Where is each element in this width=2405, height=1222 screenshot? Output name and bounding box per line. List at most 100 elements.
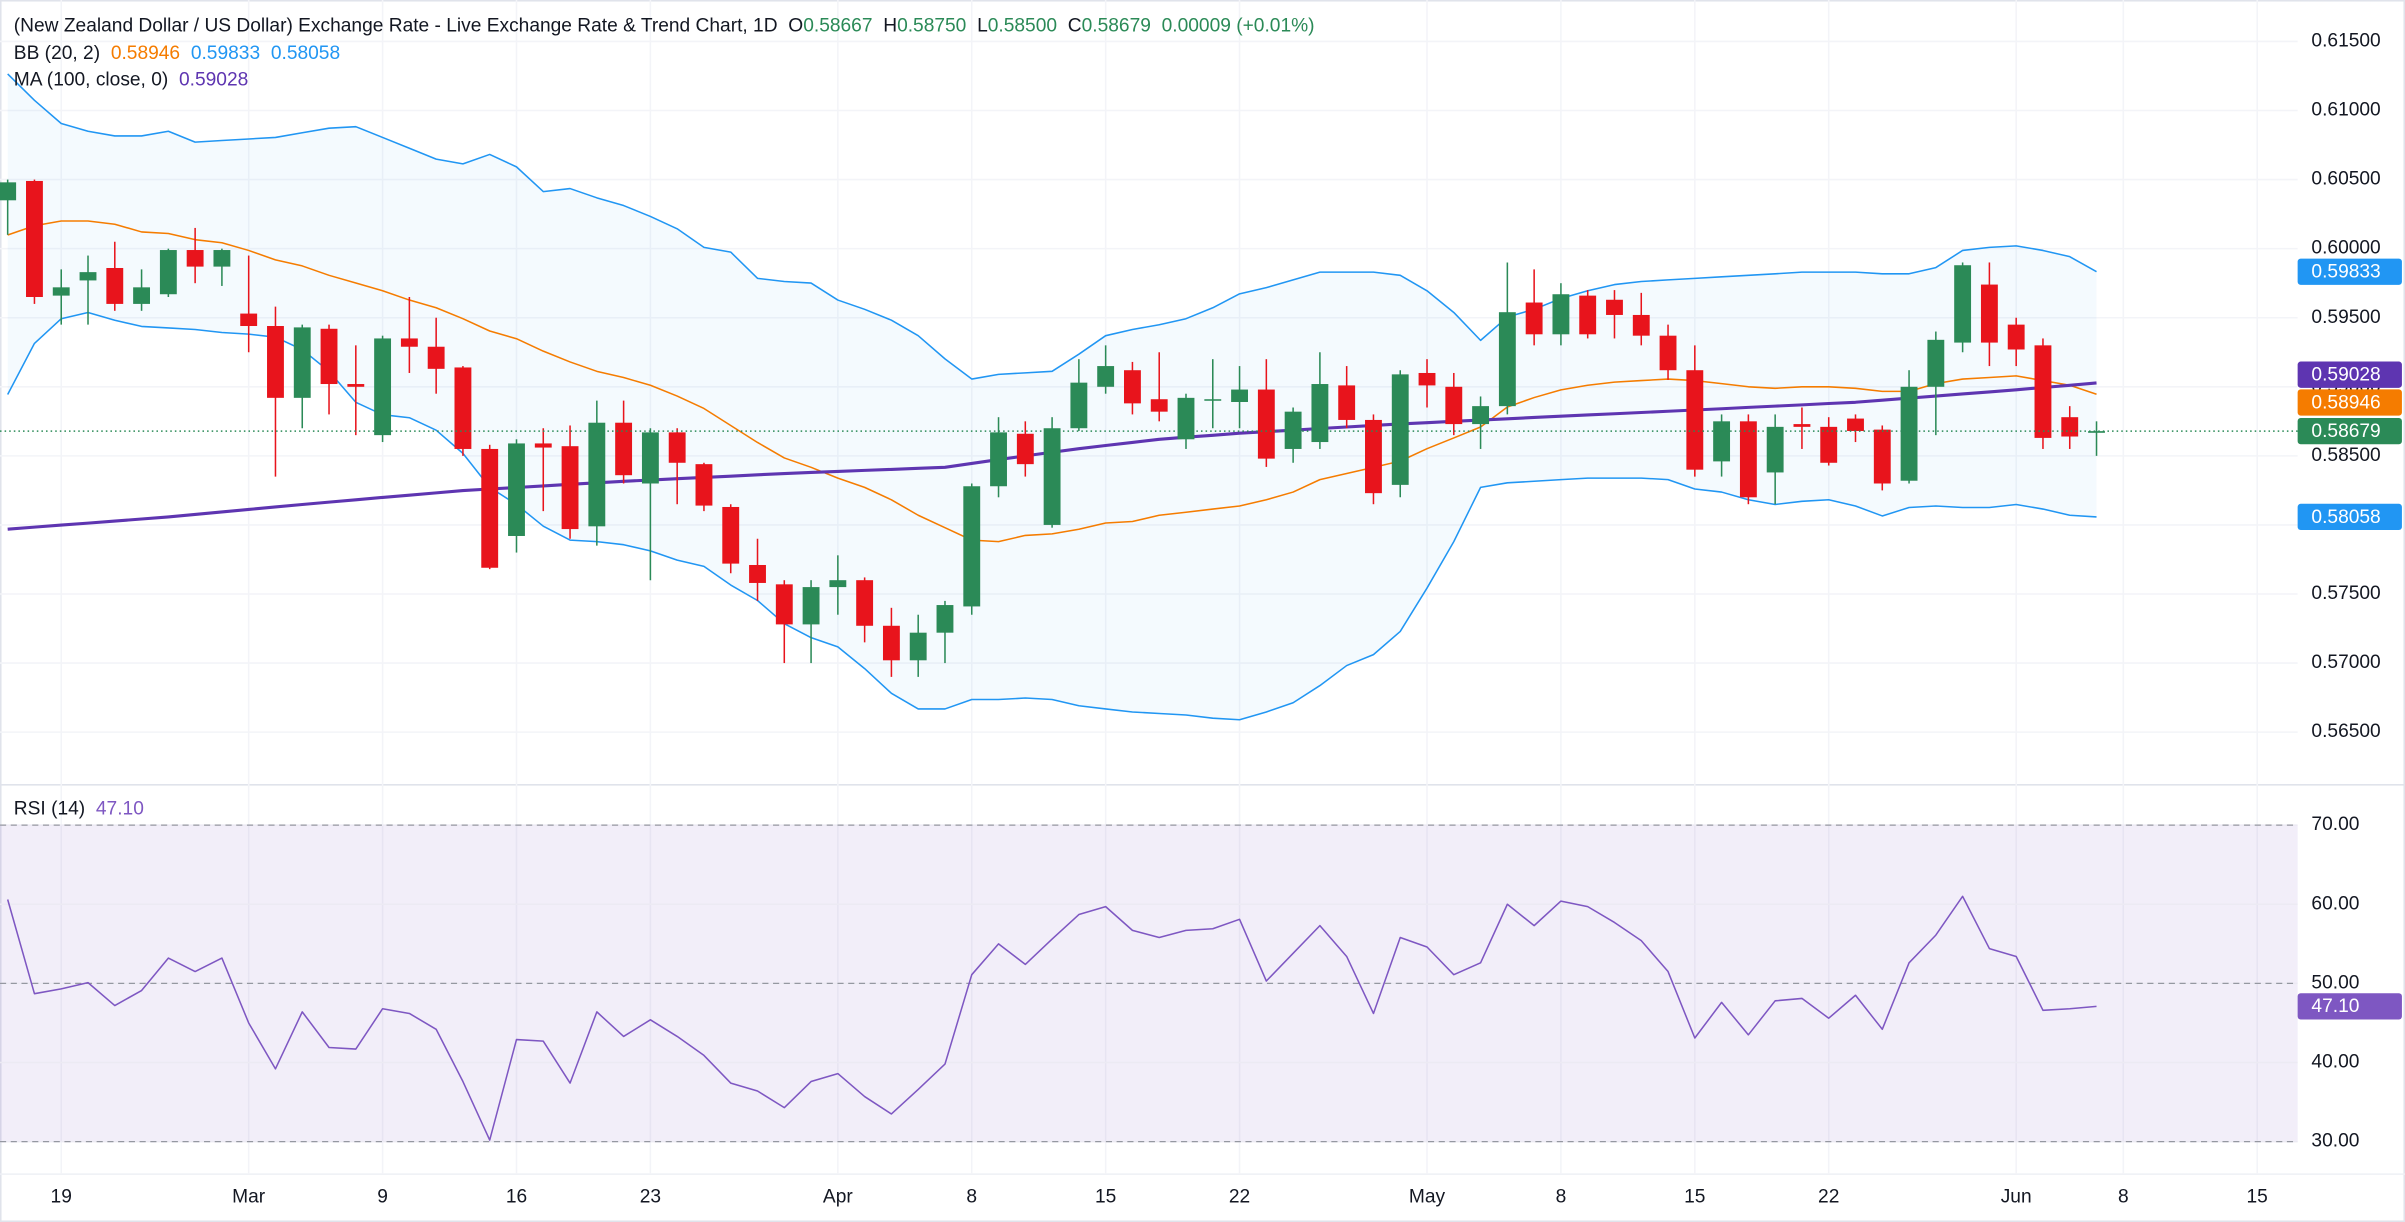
rsi-badge bbox=[2297, 993, 2402, 1020]
y-tick-label: 0.61000 bbox=[2311, 100, 2380, 121]
candle-body bbox=[695, 464, 713, 506]
candle-body bbox=[1873, 429, 1891, 484]
candle-body bbox=[267, 326, 284, 398]
candle-body bbox=[990, 432, 1007, 487]
candle-body bbox=[1552, 294, 1570, 335]
candle-body bbox=[1338, 385, 1356, 420]
candle-body bbox=[1686, 370, 1704, 470]
candle-body bbox=[1070, 382, 1088, 429]
candle-body bbox=[400, 338, 418, 347]
bb-value: 0.58946 bbox=[111, 43, 180, 64]
price-badge-label: 0.59028 bbox=[2311, 364, 2380, 385]
rsi-line bbox=[6, 895, 2097, 1141]
rsi-tick-label: 30.00 bbox=[2311, 1131, 2359, 1152]
candle-body bbox=[1927, 339, 1945, 387]
candle-body bbox=[1820, 426, 1838, 463]
candle-body bbox=[1016, 433, 1034, 465]
candle-body bbox=[240, 313, 258, 327]
y-tick-label: 0.60500 bbox=[2311, 169, 2380, 190]
x-tick-label: 15 bbox=[1684, 1186, 1705, 1207]
candle-body bbox=[52, 287, 70, 296]
y-tick-label: 0.58500 bbox=[2311, 445, 2380, 466]
rsi-tick-label: 70.00 bbox=[2311, 814, 2359, 835]
bb-legend: BB (20, 2) 0.58946 0.59833 0.58058 bbox=[14, 43, 340, 64]
rsi-legend: RSI (14) 47.10 bbox=[14, 799, 144, 820]
candle-body bbox=[1124, 370, 1141, 404]
change-value: 0.00009 (+0.01%) bbox=[1162, 15, 1315, 36]
candle-body bbox=[963, 486, 981, 607]
candle-body bbox=[0, 182, 17, 201]
price-badge-label: 0.58679 bbox=[2311, 421, 2380, 442]
x-tick-label: 15 bbox=[2247, 1186, 2268, 1207]
x-tick-label: 8 bbox=[1556, 1186, 1567, 1207]
candle-body bbox=[213, 250, 231, 267]
chart-title: (New Zealand Dollar / US Dollar) Exchang… bbox=[14, 15, 778, 36]
y-tick-label: 0.56500 bbox=[2311, 721, 2380, 742]
candle-body bbox=[2034, 345, 2052, 438]
candle-body bbox=[749, 564, 766, 583]
candle-body bbox=[1659, 335, 1677, 371]
x-tick-label: 15 bbox=[1095, 1186, 1116, 1207]
candle-body bbox=[1793, 424, 1811, 427]
price-badge bbox=[2297, 258, 2402, 285]
bb-upper-line bbox=[7, 73, 2097, 380]
ohlc-value: 0.58667 bbox=[803, 15, 872, 36]
candle-body bbox=[615, 422, 633, 476]
candle-body bbox=[1150, 399, 1168, 412]
x-tick-label: 9 bbox=[377, 1186, 388, 1207]
candle-body bbox=[2007, 324, 2025, 350]
candle-body bbox=[775, 584, 793, 625]
candle-body bbox=[159, 250, 177, 295]
candle-body bbox=[347, 384, 365, 387]
rsi-value: 47.10 bbox=[96, 799, 144, 820]
candle-body bbox=[909, 632, 927, 661]
candle-body bbox=[1311, 384, 1329, 443]
x-tick-label: 16 bbox=[506, 1186, 527, 1207]
ohlc-value: 0.58679 bbox=[1082, 15, 1151, 36]
x-tick-label: 22 bbox=[1818, 1186, 1839, 1207]
ohlc-value: 0.58500 bbox=[988, 15, 1057, 36]
candle-body bbox=[186, 250, 204, 267]
candle-body bbox=[508, 443, 525, 536]
candle-body bbox=[1498, 312, 1516, 407]
x-tick-label: 22 bbox=[1229, 1186, 1250, 1207]
candle-body bbox=[1391, 374, 1409, 485]
candle-body bbox=[1713, 421, 1731, 462]
y-tick-label: 0.57500 bbox=[2311, 583, 2380, 604]
candle-body bbox=[79, 272, 97, 281]
candle-body bbox=[882, 625, 900, 661]
candle-body bbox=[133, 287, 151, 304]
candle-body bbox=[802, 587, 820, 625]
candle-body bbox=[1284, 411, 1302, 449]
rsi-tick-label: 50.00 bbox=[2311, 972, 2359, 993]
price-badge-label: 0.58946 bbox=[2311, 392, 2380, 413]
y-tick-label: 0.61500 bbox=[2311, 30, 2380, 51]
price-badge-label: 0.59833 bbox=[2311, 262, 2380, 283]
y-tick-label: 0.59500 bbox=[2311, 307, 2380, 328]
price-badge bbox=[2297, 361, 2402, 388]
candle-body bbox=[1606, 299, 1623, 315]
x-tick-label: 8 bbox=[966, 1186, 977, 1207]
candle-body bbox=[2061, 417, 2079, 437]
rsi-tick-label: 60.00 bbox=[2311, 893, 2359, 914]
candle-body bbox=[481, 448, 499, 568]
rsi-badge-label: 47.10 bbox=[2311, 996, 2359, 1017]
ohlc-label: O bbox=[788, 15, 803, 36]
candle-body bbox=[1847, 418, 1864, 431]
ma-legend: MA (100, close, 0) 0.59028 bbox=[14, 69, 248, 90]
price-badge bbox=[2297, 389, 2402, 416]
candle-body bbox=[534, 443, 552, 448]
x-tick-label: 19 bbox=[51, 1186, 72, 1207]
candle-body bbox=[1900, 386, 1918, 481]
candle-body bbox=[722, 506, 740, 564]
candle-body bbox=[1177, 397, 1195, 440]
candle-body bbox=[427, 346, 445, 369]
candle-body bbox=[1632, 314, 1650, 336]
rsi-label: RSI (14) bbox=[14, 799, 85, 820]
x-tick-label: Apr bbox=[823, 1186, 853, 1207]
candle-body bbox=[1097, 366, 1115, 387]
bb-value: 0.59833 bbox=[191, 43, 260, 64]
